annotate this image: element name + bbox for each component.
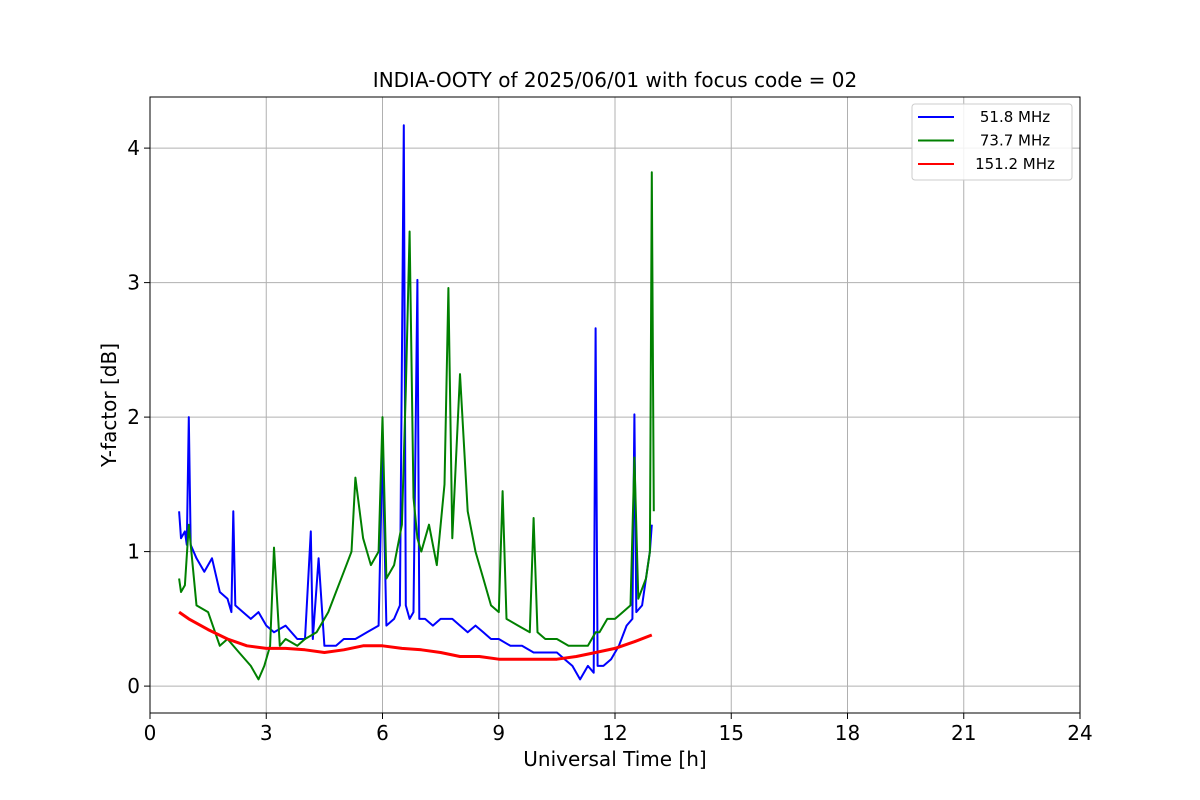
y-tick-label: 4 bbox=[127, 136, 140, 160]
y-tick-label: 0 bbox=[127, 674, 140, 698]
legend: 51.8 MHz 73.7 MHz 151.2 MHz bbox=[911, 103, 1073, 181]
x-tick-label: 15 bbox=[719, 721, 744, 745]
x-tick-label: 3 bbox=[260, 721, 273, 745]
x-tick-label: 21 bbox=[951, 721, 976, 745]
legend-label-2: 73.7 MHz bbox=[980, 132, 1050, 150]
chart-title: INDIA-OOTY of 2025/06/01 with focus code… bbox=[373, 68, 857, 92]
y-tick-label: 1 bbox=[127, 540, 140, 564]
x-tick-label: 12 bbox=[602, 721, 627, 745]
legend-label-3: 151.2 MHz bbox=[975, 155, 1055, 173]
x-axis-label: Universal Time [h] bbox=[523, 747, 706, 771]
x-tick-label: 0 bbox=[144, 721, 157, 745]
series-line-2 bbox=[178, 171, 655, 681]
x-tick-label: 6 bbox=[376, 721, 389, 745]
series-line-3 bbox=[178, 610, 653, 661]
grid bbox=[149, 97, 1081, 713]
legend-box bbox=[911, 103, 1073, 181]
y-tick-label: 3 bbox=[127, 271, 140, 295]
series-layer bbox=[178, 124, 655, 681]
x-tick-label: 9 bbox=[492, 721, 505, 745]
x-tick-label: 24 bbox=[1067, 721, 1092, 745]
x-tick-label: 18 bbox=[835, 721, 860, 745]
y-axis-label: Y-factor [dB] bbox=[97, 343, 121, 468]
legend-label-1: 51.8 MHz bbox=[980, 108, 1050, 126]
series-line-1 bbox=[178, 124, 653, 681]
y-tick-label: 2 bbox=[127, 405, 140, 429]
